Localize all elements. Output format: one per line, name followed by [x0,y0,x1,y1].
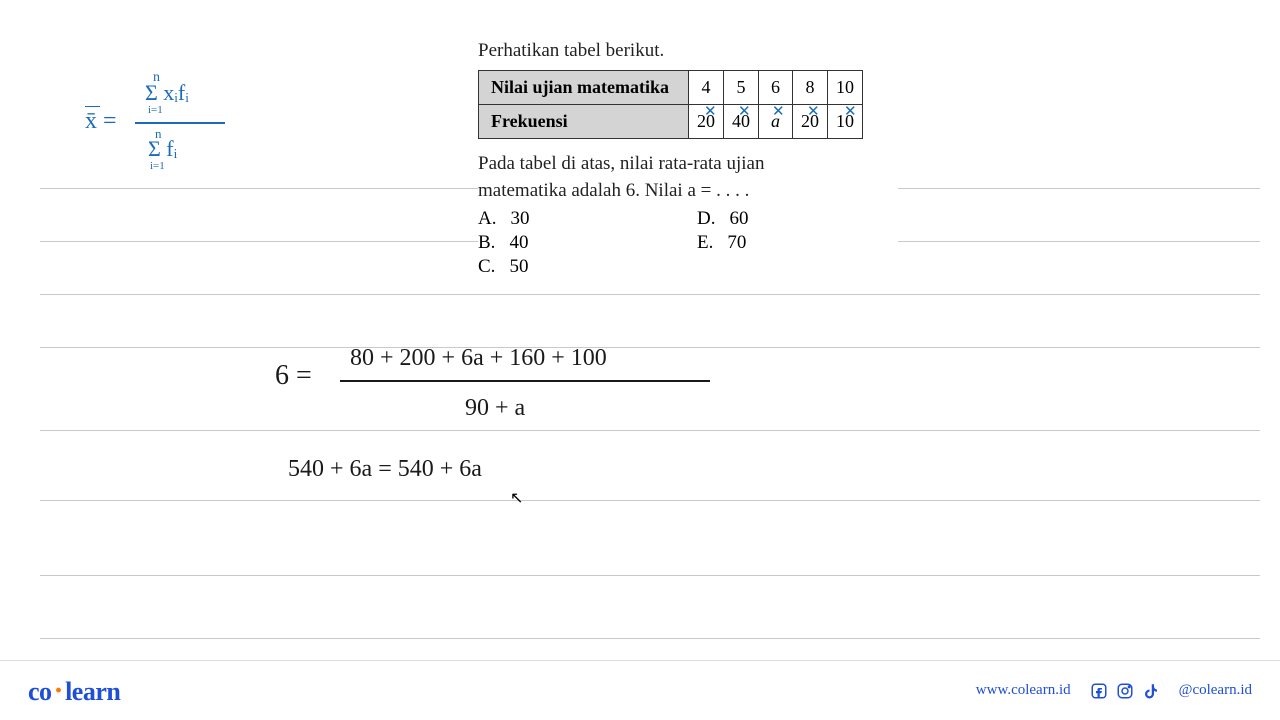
footer-handle[interactable]: @colearn.id [1179,682,1252,699]
xbar-line [85,106,100,107]
table-cell: a [759,105,793,139]
table-cell: 40 [724,105,759,139]
table-cell: 20 [689,105,724,139]
colearn-logo: co·learn [28,674,120,708]
formula-sum-bot: Σ fᵢ [148,136,177,162]
whiteboard-area: Perhatikan tabel berikut. Nilai ujian ma… [0,0,1280,660]
options-grid: A.30 D.60 B.40 E.70 C.50 [478,208,898,278]
question-text: Pada tabel di atas, nilai rata-rata ujia… [478,151,898,204]
work-denominator: 90 + a [465,395,525,422]
work-line2: 540 + 6a = 540 + 6a [288,456,482,483]
table-cell: 4 [689,71,724,105]
row-header: Nilai ujian matematika [479,71,689,105]
footer-bar: co·learn www.colearn.id @colearn.id [0,660,1280,720]
formula-i1-top: i=1 [148,104,163,116]
work-fraction-bar [340,380,710,382]
table-cell: 20 [793,105,828,139]
logo-dot: · [52,674,66,707]
table-row: Nilai ujian matematika 4 5 6 8 10 [479,71,863,105]
formula-i1-bot: i=1 [150,160,165,172]
option-e: E.70 [697,232,898,254]
work-numerator: 80 + 200 + 6a + 160 + 100 [350,345,607,372]
mouse-cursor: ↖ [510,488,523,508]
facebook-icon[interactable] [1089,681,1109,701]
q-line: Pada tabel di atas, nilai rata-rata ujia… [478,153,764,174]
social-icons [1089,681,1161,701]
footer-right: www.colearn.id @colearn.id [976,681,1252,701]
table-cell: 8 [793,71,828,105]
problem-statement: Perhatikan tabel berikut. Nilai ujian ma… [478,40,898,278]
table-cell: 6 [759,71,793,105]
data-table: Nilai ujian matematika 4 5 6 8 10 Frekue… [478,70,863,139]
intro-text: Perhatikan tabel berikut. [478,40,898,62]
table-cell: 10 [828,71,863,105]
option-a: A.30 [478,208,679,230]
logo-learn: learn [65,677,120,706]
formula-xbar: x̄ = [85,108,117,135]
table-cell: 10 [828,105,863,139]
table-cell: 5 [724,71,759,105]
table-row: Frekuensi 20 40 a 20 10 [479,105,863,139]
formula-fraction-bar [135,122,225,124]
footer-url[interactable]: www.colearn.id [976,682,1071,699]
tiktok-icon[interactable] [1141,681,1161,701]
option-b: B.40 [478,232,679,254]
q-line: matematika adalah 6. Nilai a = . . . . [478,180,749,201]
work-eq-6: 6 = [275,360,312,392]
logo-co: co [28,677,52,706]
instagram-icon[interactable] [1115,681,1135,701]
option-d: D.60 [697,208,898,230]
formula-sum-top: Σ xᵢfᵢ [145,80,189,106]
option-c: C.50 [478,256,679,278]
row-header: Frekuensi [479,105,689,139]
